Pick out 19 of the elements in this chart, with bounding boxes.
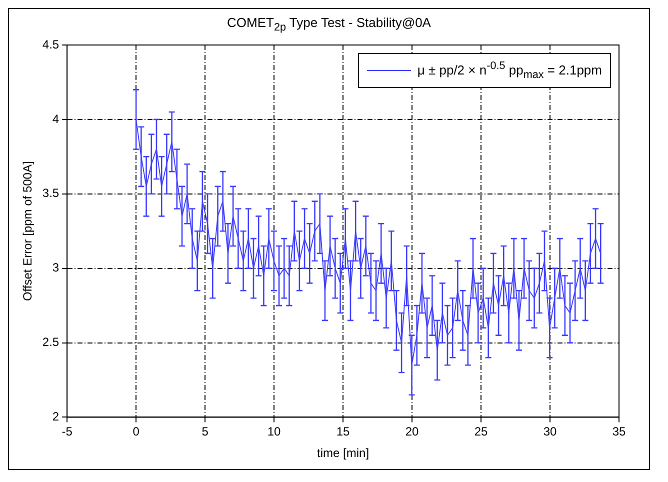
x-tick-label: 0 (132, 424, 140, 439)
y-tick-label: 3.5 (42, 186, 60, 200)
x-tick-label: -5 (62, 424, 73, 439)
y-axis-title: Offset Error [ppm of 500A] (20, 161, 35, 302)
y-tick-label: 4.5 (42, 37, 60, 52)
chart-title: COMET$_{2p}$ Type Test - Stability@0A (226, 15, 432, 34)
x-tick-label: 30 (543, 424, 558, 439)
y-tick-label: 3 (52, 260, 60, 275)
x-axis-title: time [min] (317, 446, 370, 460)
legend-label: μ ± pp/2 × n$^{-0.5}$ pp$_{max}$ = 2.1ppm (417, 60, 602, 81)
y-tick-label: 2 (52, 410, 60, 424)
x-tick-label: 15 (336, 424, 350, 439)
x-tick-label: 25 (474, 424, 488, 439)
y-tick-label: 4 (52, 112, 60, 126)
x-tick-label: 10 (267, 424, 282, 439)
x-tick-label: 35 (612, 424, 626, 439)
y-tick-label: 2.5 (42, 335, 60, 350)
x-tick-label: 5 (202, 424, 209, 439)
x-tick-label: 20 (405, 424, 420, 439)
